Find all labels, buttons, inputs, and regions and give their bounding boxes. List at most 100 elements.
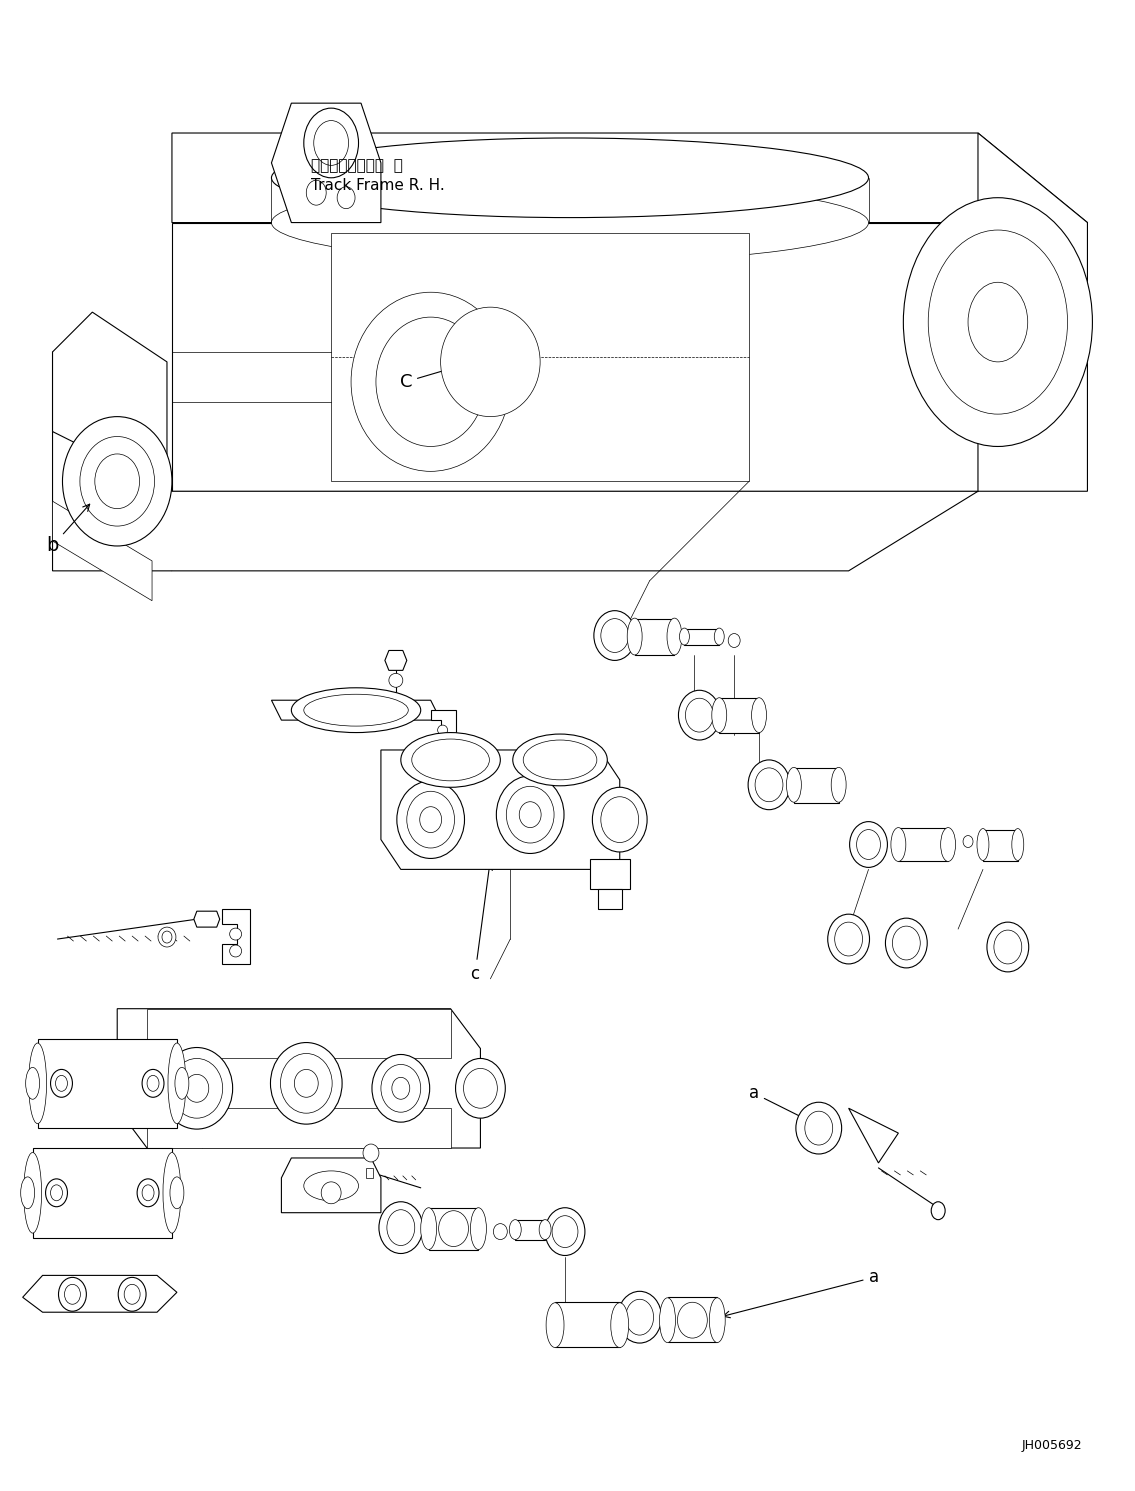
- Ellipse shape: [175, 1068, 188, 1099]
- Ellipse shape: [304, 1170, 359, 1200]
- Ellipse shape: [163, 1153, 180, 1233]
- Polygon shape: [52, 352, 171, 571]
- Ellipse shape: [387, 1209, 414, 1245]
- Ellipse shape: [304, 695, 409, 726]
- Ellipse shape: [496, 775, 564, 853]
- Ellipse shape: [709, 1297, 725, 1342]
- Polygon shape: [849, 1108, 899, 1163]
- Ellipse shape: [170, 1176, 184, 1209]
- Polygon shape: [271, 701, 440, 720]
- Polygon shape: [171, 133, 1087, 312]
- Ellipse shape: [142, 1185, 154, 1200]
- Ellipse shape: [421, 1208, 437, 1249]
- Polygon shape: [381, 750, 620, 869]
- Ellipse shape: [455, 1059, 505, 1118]
- Ellipse shape: [28, 1044, 47, 1124]
- Polygon shape: [148, 1108, 451, 1148]
- Ellipse shape: [831, 768, 846, 802]
- Ellipse shape: [941, 828, 956, 862]
- Ellipse shape: [168, 1044, 186, 1124]
- Ellipse shape: [679, 690, 721, 740]
- Ellipse shape: [65, 1284, 81, 1305]
- Ellipse shape: [118, 1278, 146, 1311]
- Polygon shape: [598, 889, 622, 910]
- Ellipse shape: [397, 781, 464, 859]
- Ellipse shape: [625, 1299, 654, 1334]
- Ellipse shape: [471, 1208, 487, 1249]
- Ellipse shape: [56, 1075, 67, 1091]
- Ellipse shape: [659, 1297, 675, 1342]
- Text: a: a: [723, 1269, 878, 1318]
- Ellipse shape: [513, 734, 607, 786]
- Ellipse shape: [137, 1179, 159, 1206]
- Ellipse shape: [45, 1179, 67, 1206]
- Polygon shape: [23, 1275, 177, 1312]
- Text: トラックフレーム  右: トラックフレーム 右: [311, 158, 403, 173]
- Ellipse shape: [392, 1078, 410, 1099]
- Ellipse shape: [463, 1069, 497, 1108]
- Ellipse shape: [805, 1111, 833, 1145]
- Ellipse shape: [412, 740, 489, 781]
- Ellipse shape: [617, 1291, 662, 1343]
- Ellipse shape: [379, 1202, 422, 1254]
- Ellipse shape: [337, 186, 355, 209]
- Ellipse shape: [796, 1102, 842, 1154]
- Polygon shape: [33, 1148, 171, 1238]
- Ellipse shape: [546, 1303, 564, 1348]
- Polygon shape: [52, 501, 152, 601]
- Ellipse shape: [755, 768, 783, 802]
- Ellipse shape: [271, 139, 868, 218]
- Ellipse shape: [714, 628, 724, 646]
- Ellipse shape: [229, 945, 242, 957]
- Ellipse shape: [510, 1220, 521, 1239]
- Ellipse shape: [351, 292, 511, 471]
- Ellipse shape: [968, 282, 1027, 362]
- Ellipse shape: [438, 725, 447, 735]
- Ellipse shape: [161, 1048, 233, 1129]
- Ellipse shape: [51, 1069, 73, 1097]
- Polygon shape: [429, 1208, 479, 1249]
- Polygon shape: [52, 312, 167, 541]
- Ellipse shape: [401, 732, 501, 787]
- Polygon shape: [515, 1220, 545, 1239]
- Ellipse shape: [381, 1065, 421, 1112]
- Ellipse shape: [931, 1202, 945, 1220]
- Ellipse shape: [748, 760, 790, 810]
- Polygon shape: [52, 431, 978, 571]
- Ellipse shape: [667, 619, 682, 655]
- Ellipse shape: [304, 109, 359, 177]
- Text: b: b: [47, 504, 90, 556]
- Text: Track Frame R. H.: Track Frame R. H.: [311, 177, 445, 192]
- Ellipse shape: [148, 1075, 159, 1091]
- Polygon shape: [385, 650, 406, 671]
- Ellipse shape: [438, 740, 447, 750]
- Ellipse shape: [376, 318, 486, 446]
- Ellipse shape: [79, 437, 154, 526]
- Ellipse shape: [628, 619, 642, 655]
- Ellipse shape: [729, 634, 740, 647]
- Polygon shape: [978, 133, 1087, 491]
- Ellipse shape: [712, 698, 726, 732]
- Polygon shape: [684, 629, 720, 646]
- Ellipse shape: [686, 698, 713, 732]
- Ellipse shape: [158, 927, 176, 947]
- Ellipse shape: [977, 829, 989, 860]
- Ellipse shape: [1011, 829, 1024, 860]
- Ellipse shape: [539, 1220, 552, 1239]
- Ellipse shape: [857, 829, 881, 859]
- Polygon shape: [281, 1159, 381, 1212]
- Ellipse shape: [827, 914, 869, 963]
- Polygon shape: [555, 1302, 620, 1346]
- Ellipse shape: [987, 921, 1028, 972]
- Polygon shape: [37, 1039, 177, 1129]
- Ellipse shape: [438, 1211, 469, 1246]
- Polygon shape: [430, 710, 455, 750]
- Ellipse shape: [892, 926, 920, 960]
- Text: b: b: [241, 1030, 309, 1145]
- Ellipse shape: [95, 453, 140, 508]
- Ellipse shape: [678, 1302, 707, 1337]
- Ellipse shape: [506, 786, 554, 842]
- Polygon shape: [634, 619, 674, 656]
- Polygon shape: [793, 768, 839, 802]
- Text: JH005692: JH005692: [1022, 1439, 1083, 1452]
